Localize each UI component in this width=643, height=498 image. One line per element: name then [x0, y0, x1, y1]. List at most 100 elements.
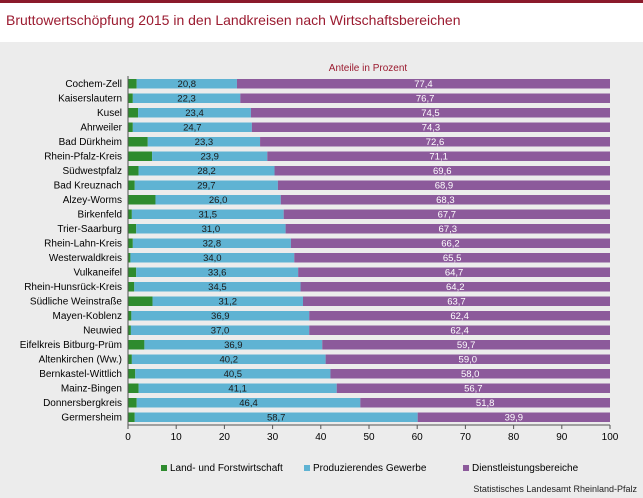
category-label: Mainz-Bingen — [61, 384, 122, 395]
bar-land-forst — [128, 253, 131, 263]
bar-dienstleistung — [285, 224, 610, 234]
category-label: Donnersbergkreis — [43, 398, 122, 409]
legend-swatch-land-forst — [161, 465, 167, 471]
bar-produzierend — [152, 151, 268, 161]
data-label-produzierend: 24,7 — [183, 123, 202, 134]
bar-produzierend — [138, 108, 251, 118]
data-label-dienstleistung: 63,7 — [447, 297, 466, 308]
category-label: Südwestpfalz — [63, 166, 122, 177]
legend-swatch-produzierend — [304, 465, 310, 471]
x-tick-label: 100 — [602, 432, 619, 443]
bar-produzierend — [134, 282, 301, 292]
data-label-produzierend: 23,9 — [200, 152, 219, 163]
page-title: Bruttowertschöpfung 2015 in den Landkrei… — [6, 12, 461, 28]
bar-produzierend — [134, 412, 418, 422]
category-label: Rhein-Pfalz-Kreis — [44, 152, 122, 163]
legend-label-land-forst: Land- und Forstwirtschaft — [170, 463, 283, 474]
bar-produzierend — [131, 209, 284, 219]
bar-produzierend — [138, 383, 337, 393]
x-tick-label: 70 — [460, 432, 472, 443]
bar-dienstleistung — [236, 79, 610, 89]
legend-swatch-dienstleistung — [463, 465, 469, 471]
category-label: Altenkirchen (Ww.) — [39, 355, 122, 366]
data-label-produzierend: 28,2 — [197, 166, 216, 177]
category-label: Rhein-Hunsrück-Kreis — [24, 282, 122, 293]
x-tick-label: 90 — [556, 432, 568, 443]
header-rule — [0, 0, 643, 3]
bar-produzierend — [131, 311, 310, 321]
data-label-produzierend: 36,9 — [224, 340, 243, 351]
category-label: Westerwaldkreis — [49, 253, 122, 264]
category-label: Neuwied — [83, 326, 122, 337]
bar-land-forst — [128, 311, 132, 321]
bar-land-forst — [128, 79, 137, 89]
data-label-produzierend: 31,0 — [202, 224, 221, 235]
data-label-dienstleistung: 59,0 — [459, 355, 478, 366]
category-label: Eifelkreis Bitburg-Prüm — [20, 340, 122, 351]
bar-dienstleistung — [290, 238, 610, 248]
data-label-dienstleistung: 59,7 — [457, 340, 476, 351]
x-tick-label: 60 — [412, 432, 424, 443]
x-tick-label: 0 — [125, 432, 131, 443]
bar-land-forst — [128, 267, 137, 277]
data-label-produzierend: 46,4 — [239, 398, 258, 409]
bar-produzierend — [130, 325, 310, 335]
bar-dienstleistung — [330, 369, 610, 379]
category-label: Bad Dürkheim — [59, 137, 122, 148]
data-label-dienstleistung: 62,4 — [450, 326, 469, 337]
bar-land-forst — [128, 369, 136, 379]
category-label: Vulkaneifel — [73, 268, 122, 279]
bar-dienstleistung — [294, 253, 610, 263]
data-label-produzierend: 22,3 — [177, 94, 196, 105]
chart-subtitle: Anteile in Prozent — [329, 63, 408, 74]
bar-dienstleistung — [280, 195, 610, 205]
data-label-produzierend: 40,5 — [224, 369, 243, 380]
x-axis: 0 10 20 30 40 50 60 70 80 90 100 — [125, 76, 619, 443]
bar-land-forst — [128, 412, 135, 422]
bar-land-forst — [128, 354, 132, 364]
bar-dienstleistung — [283, 209, 610, 219]
bar-dienstleistung — [274, 166, 610, 176]
data-label-dienstleistung: 67,3 — [439, 224, 458, 235]
bar-land-forst — [128, 180, 135, 190]
data-label-produzierend: 20,8 — [178, 79, 197, 90]
bar-land-forst — [128, 340, 145, 350]
data-label-dienstleistung: 64,7 — [445, 268, 464, 279]
data-label-produzierend: 41,1 — [228, 384, 247, 395]
x-tick-label: 40 — [315, 432, 327, 443]
bar-dienstleistung — [251, 122, 610, 132]
category-label: Bernkastel-Wittlich — [39, 369, 122, 380]
bar-land-forst — [128, 325, 131, 335]
x-tick-label: 30 — [267, 432, 279, 443]
data-label-dienstleistung: 51,8 — [476, 398, 495, 409]
data-label-dienstleistung: 74,5 — [421, 108, 440, 119]
legend-label-produzierend: Produzierendes Gewerbe — [313, 463, 427, 474]
bar-land-forst — [128, 398, 137, 408]
data-label-produzierend: 33,6 — [208, 268, 227, 279]
data-label-produzierend: 31,5 — [199, 210, 218, 221]
category-label: Germersheim — [61, 413, 122, 424]
bar-produzierend — [132, 122, 252, 132]
data-label-produzierend: 26,0 — [209, 195, 228, 206]
data-label-produzierend: 31,2 — [219, 297, 238, 308]
bar-land-forst — [128, 296, 153, 306]
data-label-dienstleistung: 74,3 — [422, 123, 441, 134]
category-label: Cochem-Zell — [65, 79, 122, 90]
data-label-dienstleistung: 71,1 — [429, 152, 448, 163]
bar-land-forst — [128, 137, 148, 147]
x-tick-label: 20 — [219, 432, 231, 443]
source-note: Statistisches Landesamt Rheinland-Pfalz — [473, 484, 637, 494]
data-label-dienstleistung: 67,7 — [438, 210, 457, 221]
bar-dienstleistung — [322, 340, 610, 350]
bar-dienstleistung — [336, 383, 610, 393]
bar-dienstleistung — [417, 412, 610, 422]
bar-land-forst — [128, 383, 139, 393]
bar-dienstleistung — [267, 151, 610, 161]
bar-produzierend — [144, 340, 323, 350]
bar-dienstleistung — [250, 108, 610, 118]
bar-land-forst — [128, 195, 156, 205]
category-labels: Cochem-Zell Kaiserslautern Kusel Ahrweiler B… — [20, 79, 123, 424]
data-label-produzierend: 23,3 — [195, 137, 214, 148]
bar-dienstleistung — [240, 93, 610, 103]
